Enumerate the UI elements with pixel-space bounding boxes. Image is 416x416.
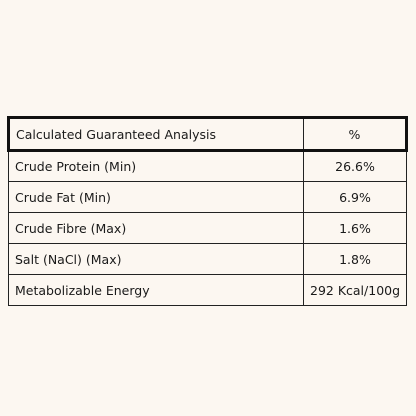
- row-label-cell: Salt (NaCl) (Max): [8, 243, 304, 275]
- row-value-cell: 6.9%: [303, 181, 407, 213]
- table-row-crude-fibre: Crude Fibre (Max) 1.6%: [8, 212, 407, 244]
- table-header-row: Calculated Guaranteed Analysis %: [7, 116, 408, 152]
- row-label-cell: Metabolizable Energy: [8, 274, 304, 306]
- guaranteed-analysis-table: Calculated Guaranteed Analysis % Crude P…: [7, 116, 408, 306]
- row-value-cell: 1.6%: [303, 212, 407, 244]
- table-row-crude-fat: Crude Fat (Min) 6.9%: [8, 181, 407, 213]
- table-row-salt: Salt (NaCl) (Max) 1.8%: [8, 243, 407, 275]
- row-label-cell: Crude Fat (Min): [8, 181, 304, 213]
- row-value-cell: 292 Kcal/100g: [303, 274, 407, 306]
- row-value-cell: 1.8%: [303, 243, 407, 275]
- row-value-cell: 26.6%: [303, 150, 407, 182]
- table-row-metabolizable-energy: Metabolizable Energy 292 Kcal/100g: [8, 274, 407, 306]
- header-value-cell: %: [303, 116, 408, 152]
- row-label-cell: Crude Fibre (Max): [8, 212, 304, 244]
- header-label-cell: Calculated Guaranteed Analysis: [7, 116, 304, 152]
- row-label-cell: Crude Protein (Min): [8, 150, 304, 182]
- table-row-crude-protein: Crude Protein (Min) 26.6%: [8, 150, 407, 182]
